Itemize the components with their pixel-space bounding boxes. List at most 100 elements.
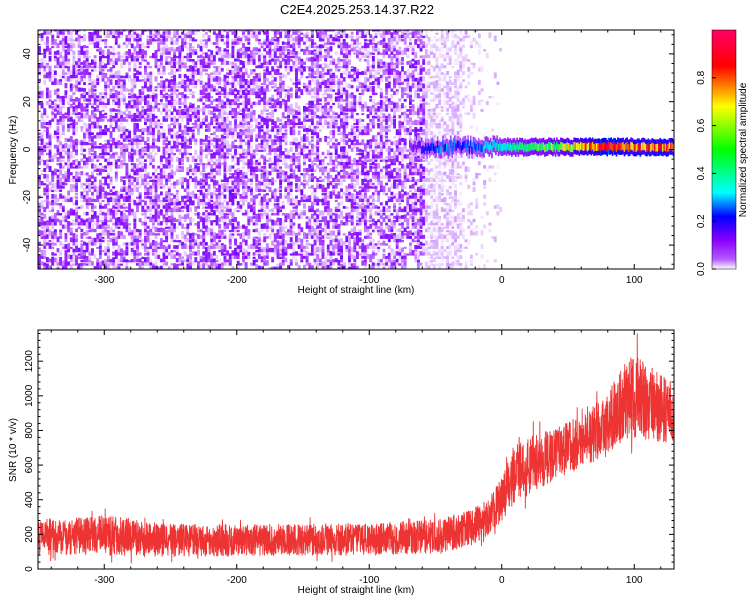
heatmap-cell bbox=[51, 238, 55, 243]
heatmap-cell bbox=[287, 67, 290, 72]
heatmap-cell bbox=[255, 52, 259, 55]
heatmap-cell bbox=[300, 216, 304, 219]
heatmap-cell bbox=[45, 130, 49, 136]
heatmap-cell bbox=[340, 59, 343, 62]
heatmap-cell bbox=[287, 182, 290, 189]
heatmap-cell bbox=[313, 250, 317, 256]
heatmap-cell bbox=[223, 81, 227, 85]
heatmap-cell bbox=[114, 240, 118, 246]
heatmap-cell bbox=[295, 165, 298, 169]
heatmap-cell bbox=[56, 183, 60, 189]
heatmap-cell bbox=[159, 83, 163, 89]
heatmap-cell bbox=[210, 237, 214, 243]
heatmap-cell bbox=[133, 93, 137, 99]
heatmap-cell bbox=[337, 78, 341, 82]
heatmap-cell bbox=[305, 66, 309, 69]
heatmap-cell bbox=[157, 122, 161, 129]
heatmap-cell bbox=[117, 42, 121, 45]
heatmap-cell bbox=[199, 229, 203, 233]
heatmap-cell bbox=[297, 130, 301, 136]
heatmap-cell bbox=[271, 226, 275, 233]
heatmap-cell bbox=[247, 245, 251, 249]
heatmap-cell bbox=[48, 132, 52, 136]
heatmap-cell bbox=[337, 90, 341, 96]
heatmap-cell bbox=[303, 232, 306, 236]
heatmap-cell bbox=[61, 179, 65, 183]
heatmap-cell bbox=[122, 162, 126, 166]
heatmap-cell bbox=[273, 134, 277, 139]
heatmap-cell bbox=[218, 195, 222, 199]
heatmap-cell bbox=[170, 224, 174, 229]
heatmap-cell bbox=[133, 135, 137, 139]
heatmap-cell bbox=[218, 49, 222, 55]
heatmap-cell bbox=[122, 256, 126, 259]
heatmap-cell bbox=[255, 121, 259, 126]
heatmap-cell bbox=[133, 83, 137, 89]
heatmap-cell bbox=[202, 91, 206, 96]
heatmap-cell bbox=[45, 121, 49, 126]
heatmap-cell bbox=[120, 186, 124, 189]
heatmap-cell bbox=[263, 223, 267, 229]
heatmap-cell bbox=[234, 31, 237, 35]
heatmap-cell bbox=[93, 106, 97, 112]
heatmap-cell bbox=[197, 123, 200, 129]
heatmap-cell bbox=[326, 190, 330, 196]
heatmap-cell bbox=[340, 163, 343, 169]
heatmap-cell bbox=[141, 243, 145, 246]
heatmap-cell bbox=[109, 51, 113, 55]
heatmap-cell bbox=[295, 203, 298, 209]
heatmap-cell bbox=[67, 31, 71, 35]
heatmap-cell bbox=[234, 176, 237, 183]
heatmap-cell bbox=[170, 122, 174, 126]
heatmap-cell bbox=[178, 50, 182, 55]
heatmap-cell bbox=[88, 102, 92, 106]
heatmap-cell bbox=[334, 58, 338, 62]
heatmap-cell bbox=[273, 103, 277, 109]
heatmap-cell bbox=[61, 59, 65, 65]
heatmap-cell bbox=[109, 210, 113, 216]
heatmap-cell bbox=[101, 260, 105, 266]
heatmap-cell bbox=[80, 128, 84, 132]
heatmap-cell bbox=[157, 254, 161, 259]
heatmap-cell bbox=[48, 209, 52, 213]
heatmap-cell bbox=[250, 109, 253, 116]
heatmap-cell bbox=[175, 144, 179, 149]
heatmap-cell bbox=[284, 154, 288, 159]
heatmap-cell bbox=[75, 217, 78, 223]
heatmap-cell bbox=[329, 105, 333, 109]
heatmap-cell bbox=[122, 176, 126, 179]
heatmap-cell bbox=[303, 144, 306, 149]
heatmap-cell bbox=[104, 93, 108, 99]
heatmap-cell bbox=[77, 112, 81, 116]
heatmap-cell bbox=[154, 184, 158, 189]
heatmap-cell bbox=[122, 52, 126, 59]
heatmap-cell bbox=[130, 253, 134, 256]
heatmap-cell bbox=[284, 246, 288, 249]
heatmap-cell bbox=[287, 230, 290, 236]
heatmap-cell bbox=[173, 115, 177, 122]
heatmap-cell bbox=[64, 236, 68, 243]
heatmap-cell bbox=[106, 263, 110, 269]
heatmap-cell bbox=[186, 238, 190, 243]
heatmap-cell bbox=[231, 107, 235, 112]
heatmap-cell bbox=[210, 138, 214, 142]
heatmap-cell bbox=[268, 266, 272, 269]
heatmap-cell bbox=[120, 252, 124, 256]
heatmap-cell bbox=[303, 173, 306, 176]
heatmap-cell bbox=[162, 82, 166, 89]
heatmap-cell bbox=[40, 221, 44, 226]
heatmap-cell bbox=[88, 132, 92, 139]
heatmap-cell bbox=[228, 233, 232, 239]
heatmap-cell bbox=[77, 101, 81, 106]
heatmap-cell bbox=[186, 31, 190, 35]
heatmap-cell bbox=[263, 87, 267, 92]
heatmap-cell bbox=[300, 240, 304, 246]
heatmap-cell bbox=[96, 262, 100, 266]
heatmap-cell bbox=[268, 39, 272, 42]
heatmap-cell bbox=[117, 109, 121, 112]
heatmap-cell bbox=[67, 36, 71, 42]
heatmap-cell bbox=[162, 139, 166, 146]
heatmap-cell bbox=[236, 58, 240, 62]
heatmap-cell bbox=[194, 80, 198, 85]
heatmap-cell bbox=[72, 184, 76, 189]
